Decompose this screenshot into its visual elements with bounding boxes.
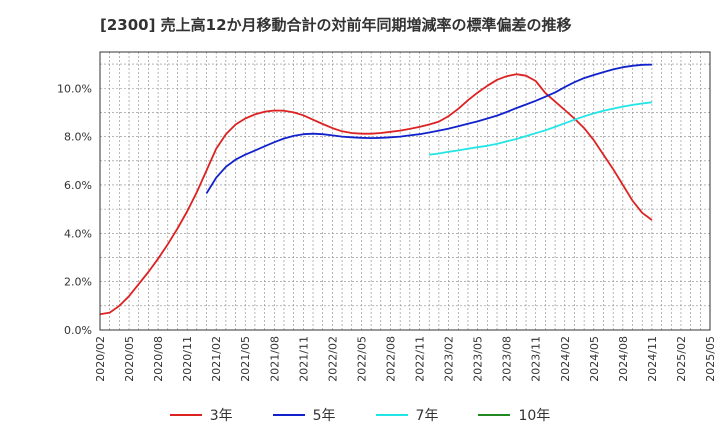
x-tick-label: 2024/05: [588, 336, 601, 382]
legend: 3年 5年 7年 10年: [0, 402, 720, 428]
x-tick-label: 2020/05: [123, 336, 136, 382]
y-tick-label: 4.0%: [64, 227, 92, 240]
series-line-7年: [429, 101, 653, 156]
legend-item: 5年: [272, 405, 336, 425]
legend-item: 3年: [169, 405, 233, 425]
legend-label: 3年: [209, 408, 233, 424]
x-tick-label: 2021/02: [210, 336, 223, 382]
legend-swatch: [478, 414, 511, 416]
legend-swatch: [272, 414, 305, 416]
x-tick-label: 2020/11: [181, 336, 194, 382]
x-tick-label: 2020/02: [94, 336, 107, 382]
y-tick-label: 6.0%: [64, 179, 92, 192]
x-tick-label: 2025/05: [704, 336, 717, 382]
y-tick-label: 8.0%: [64, 131, 92, 144]
x-tick-label: 2023/02: [443, 336, 456, 382]
legend-item: 7年: [375, 405, 439, 425]
x-axis-tick-labels: 2020/02 2020/05 2020/08 2020/11 2021/02 2021/…: [94, 336, 717, 382]
x-tick-label: 2021/11: [297, 336, 310, 382]
y-tick-label: 10.0%: [57, 82, 92, 95]
legend-label: 5年: [312, 408, 336, 424]
legend-swatch: [169, 414, 202, 416]
x-tick-label: 2023/08: [501, 336, 514, 382]
x-tick-label: 2023/11: [530, 336, 543, 382]
x-tick-label: 2022/05: [355, 336, 368, 382]
plot-border: [99, 51, 711, 331]
x-tick-label: 2022/08: [384, 336, 397, 382]
x-tick-label: 2021/05: [239, 336, 252, 382]
x-tick-label: 2024/11: [646, 336, 659, 382]
legend-item: 10年: [478, 405, 550, 425]
x-tick-label: 2024/08: [617, 336, 630, 382]
y-tick-label: 0.0%: [64, 324, 92, 337]
legend-swatch: [375, 414, 408, 416]
legend-label: 7年: [415, 408, 439, 424]
legend-label: 10年: [518, 408, 551, 424]
x-tick-label: 2022/11: [414, 336, 427, 382]
plot-area: [100, 52, 710, 330]
series-lines: [99, 63, 653, 316]
x-tick-label: 2025/02: [675, 336, 688, 382]
x-tick-label: 2023/05: [472, 336, 485, 382]
chart-title: [2300] 売上高12か月移動合計の対前年同期増減率の標準偏差の推移: [100, 16, 572, 34]
x-tick-label: 2021/08: [268, 336, 281, 382]
x-tick-label: 2020/08: [152, 336, 165, 382]
x-tick-label: 2022/02: [326, 336, 339, 382]
series-line-5年: [205, 63, 652, 194]
y-tick-label: 2.0%: [64, 276, 92, 289]
x-tick-label: 2024/02: [559, 336, 572, 382]
series-line-3年: [99, 73, 653, 316]
y-axis-tick-labels: 0.0% 2.0% 4.0% 6.0% 8.0% 10.0%: [57, 82, 92, 337]
